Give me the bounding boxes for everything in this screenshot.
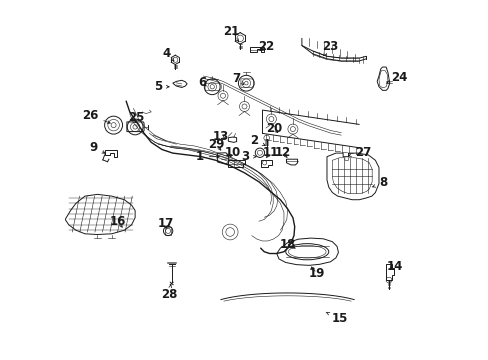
Text: 29: 29 (208, 138, 224, 150)
Text: 8: 8 (372, 176, 386, 189)
Text: 23: 23 (321, 40, 337, 56)
Text: 22: 22 (257, 40, 274, 53)
Text: 28: 28 (161, 285, 177, 301)
Text: 11: 11 (262, 146, 278, 159)
Text: 1: 1 (195, 150, 219, 163)
Text: 24: 24 (386, 71, 407, 84)
Text: 21: 21 (223, 26, 239, 41)
Text: 15: 15 (325, 312, 347, 325)
Text: 6: 6 (198, 76, 206, 89)
Text: 9: 9 (89, 140, 105, 153)
Text: 26: 26 (82, 109, 110, 123)
Text: 4: 4 (162, 47, 174, 61)
Text: 17: 17 (157, 216, 173, 230)
Text: 27: 27 (348, 146, 371, 159)
Text: 12: 12 (274, 146, 290, 159)
Text: 16: 16 (109, 215, 126, 228)
Text: 7: 7 (232, 72, 244, 85)
Text: 25: 25 (127, 111, 144, 124)
Text: 14: 14 (386, 260, 403, 273)
Text: 3: 3 (241, 150, 256, 163)
Text: 5: 5 (153, 80, 169, 93)
Text: 13: 13 (212, 130, 228, 143)
Text: 10: 10 (224, 146, 240, 159)
Text: 18: 18 (280, 238, 296, 251)
Text: 2: 2 (250, 134, 264, 147)
Text: 19: 19 (308, 267, 325, 280)
Text: 20: 20 (265, 122, 282, 135)
